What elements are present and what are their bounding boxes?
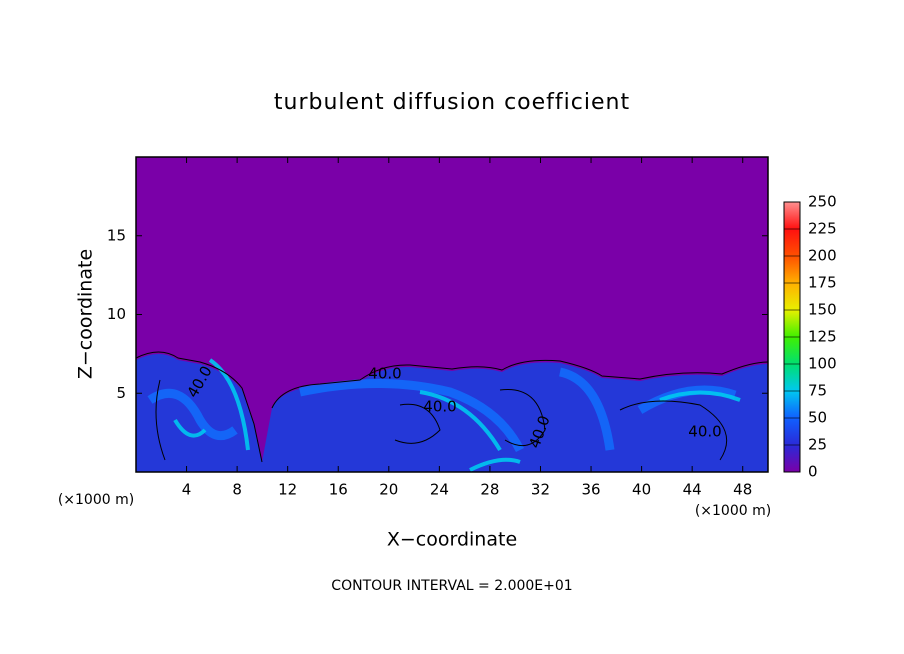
colorbar-tick-label: 150 [808,301,837,319]
x-unit-label: (×1000 m) [58,492,134,508]
y-tick-label: 10 [107,305,126,323]
colorbar-tick-label: 25 [808,436,827,454]
x-tick-label: 4 [182,481,192,499]
contour-label: 40.0 [423,398,456,416]
y-tick-label: 15 [107,226,126,244]
x-unit-label: (×1000 m) [695,503,771,519]
colorbar-tick-label: 175 [808,274,837,292]
colorbar-tick-label: 75 [808,382,827,400]
field-streak [173,358,741,472]
x-tick-label: 16 [329,481,348,499]
colorbar: 0 25 50 75 100 125 150 175 200 225 250 [783,193,837,481]
chart-title: turbulent diffusion coefficient [274,90,630,115]
x-tick-label: 36 [581,481,600,499]
contour-label: 40.0 [368,365,401,383]
y-tick-label: 5 [116,384,126,402]
contour-labels: 40.0 40.040.040.0 40.0 [183,363,721,451]
x-tick-label: 48 [733,481,752,499]
y-axis-title: Z−coordinate [75,249,97,379]
x-tick-label: 32 [531,481,550,499]
colorbar-tick-label: 200 [808,247,837,265]
x-tick-label: 20 [379,481,398,499]
x-tick-label: 12 [278,481,297,499]
x-tick-label: 44 [683,481,702,499]
colorbar-tick-label: 100 [808,355,837,373]
colorbar-tick-label: 50 [808,409,827,427]
field [135,157,769,472]
colorbar-tick-label: 225 [808,220,837,238]
x-tick-label: 40 [632,481,651,499]
x-axis-title: X−coordinate [387,529,517,551]
colorbar-tick-label: 250 [808,193,837,211]
x-tick-label: 8 [232,481,242,499]
footer-note: CONTOUR INTERVAL = 2.000E+01 [331,578,572,594]
x-tick-label: 28 [480,481,499,499]
contour-label: 40.0 [688,423,721,441]
contour-line [135,351,769,463]
colorbar-tick-label: 125 [808,328,837,346]
colorbar-tick-label: 0 [808,463,818,481]
x-tick-label: 24 [430,481,449,499]
